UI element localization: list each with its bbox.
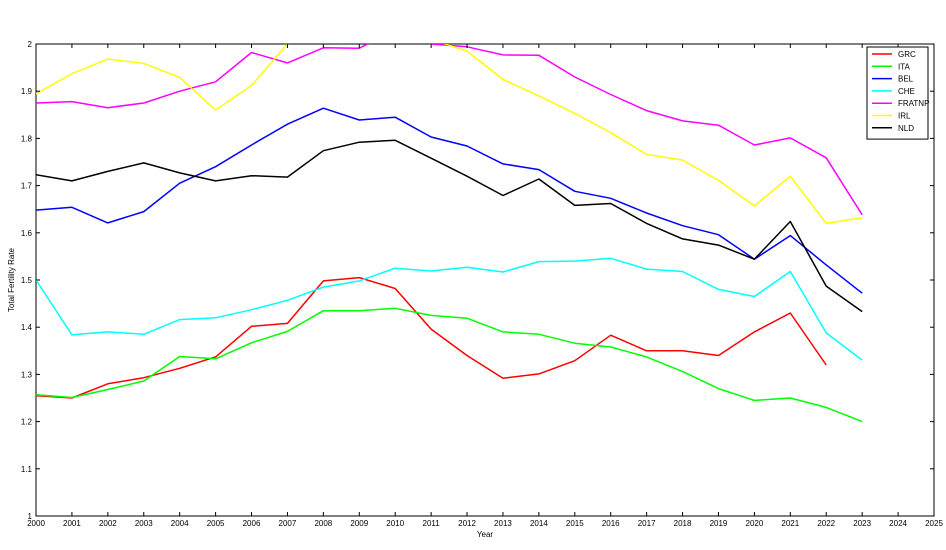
x-tick-label: 2023 <box>853 519 871 528</box>
y-tick-label: 1.8 <box>21 134 33 143</box>
x-tick-label: 2000 <box>27 519 45 528</box>
x-tick-label: 2020 <box>746 519 764 528</box>
x-tick-label: 2003 <box>135 519 153 528</box>
legend-label: BEL <box>898 75 914 84</box>
legend-label: GRC <box>898 50 916 59</box>
legend-label: ITA <box>898 62 911 71</box>
x-tick-label: 2001 <box>63 519 81 528</box>
x-tick-label: 2013 <box>494 519 512 528</box>
y-tick-label: 2 <box>28 40 33 49</box>
y-tick-label: 1.4 <box>21 323 33 332</box>
legend-label: NLD <box>898 124 914 133</box>
x-tick-label: 2018 <box>674 519 692 528</box>
x-tick-label: 2022 <box>817 519 835 528</box>
y-tick-label: 1.9 <box>21 87 33 96</box>
y-axis: 1 1.1 1.2 1.3 1.4 1.5 1.6 1.7 1.8 1.9 2 <box>21 40 934 521</box>
x-axis: 2000 2001 2002 2003 2004 2005 2006 2007 2008 2009… <box>27 44 943 528</box>
x-tick-label: 2012 <box>458 519 476 528</box>
series-layer <box>36 44 863 423</box>
series-line-grc <box>36 276 827 399</box>
series-line-irl <box>36 44 863 225</box>
x-tick-label: 2009 <box>350 519 368 528</box>
y-tick-label: 1.5 <box>21 276 33 285</box>
y-axis-title: Total Fertility Rate <box>7 247 16 312</box>
x-tick-label: 2006 <box>243 519 261 528</box>
x-tick-label: 2008 <box>314 519 332 528</box>
legend-label: IRL <box>898 112 911 121</box>
y-tick-label: 1.6 <box>21 229 33 238</box>
x-tick-label: 2014 <box>530 519 548 528</box>
x-tick-label: 2007 <box>279 519 297 528</box>
x-tick-label: 2024 <box>889 519 907 528</box>
x-tick-label: 2005 <box>207 519 225 528</box>
plot-frame <box>35 43 935 517</box>
plot-area: 2000 2001 2002 2003 2004 2005 2006 2007 2008 2009… <box>21 40 944 528</box>
y-tick-label: 1.7 <box>21 182 33 191</box>
x-tick-label: 2016 <box>602 519 620 528</box>
x-tick-label: 2004 <box>171 519 189 528</box>
legend-label: CHE <box>898 87 915 96</box>
legend: GRC ITA BEL CHE FRATNP IRL NLD <box>866 46 929 140</box>
x-tick-label: 2011 <box>423 519 441 528</box>
x-axis-title: Year <box>477 530 494 539</box>
legend-box <box>866 46 929 140</box>
y-tick-label: 1.3 <box>21 370 33 379</box>
series-line-nld <box>36 139 863 313</box>
x-tick-label: 2017 <box>638 519 656 528</box>
x-tick-label: 2025 <box>925 519 943 528</box>
series-line-che <box>36 257 863 361</box>
x-tick-label: 2010 <box>386 519 404 528</box>
y-tick-label: 1.2 <box>21 418 33 427</box>
x-tick-label: 2002 <box>99 519 117 528</box>
series-line-bel <box>36 107 863 294</box>
y-tick-label: 1.1 <box>21 465 33 474</box>
legend-label: FRATNP <box>898 99 929 108</box>
series-line-ita <box>36 307 863 423</box>
x-tick-label: 2015 <box>566 519 584 528</box>
x-tick-label: 2019 <box>710 519 728 528</box>
y-tick-label: 1 <box>28 512 33 521</box>
x-tick-label: 2021 <box>781 519 799 528</box>
